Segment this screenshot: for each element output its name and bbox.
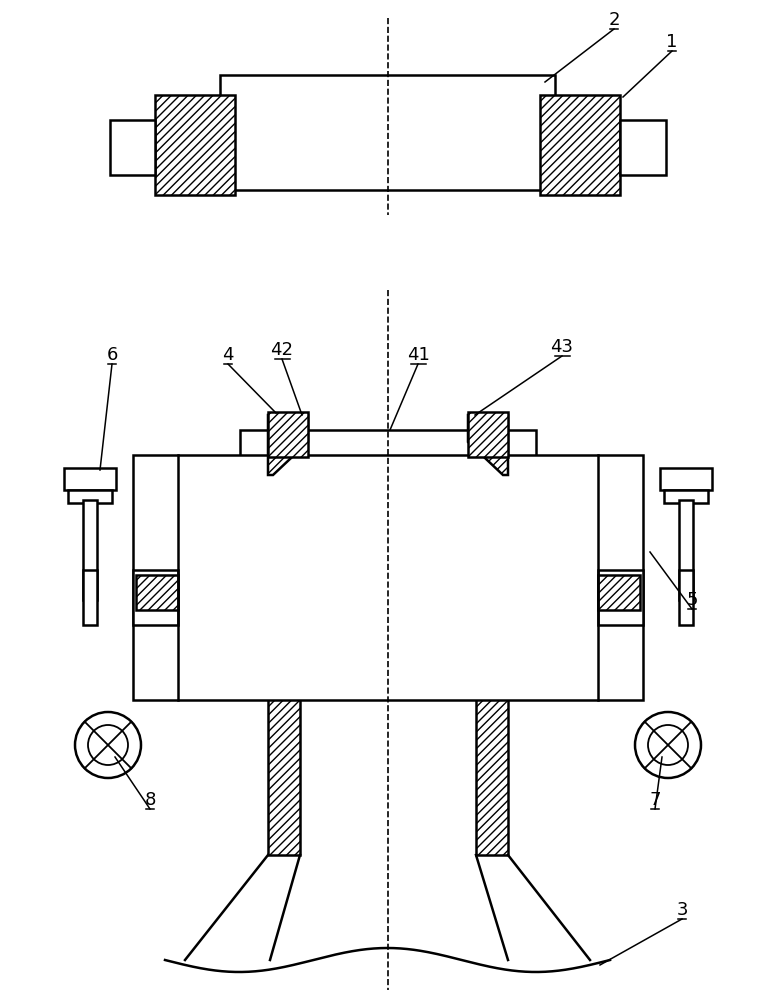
Bar [268,458,300,855]
Circle shape [648,725,688,765]
Text: 42: 42 [271,341,293,359]
Bar [110,120,155,175]
Bar [133,455,643,700]
Bar [136,575,178,610]
Circle shape [75,712,141,778]
Bar [468,412,508,457]
Text: 43: 43 [550,338,573,356]
Bar [83,500,97,600]
Text: 4: 4 [222,346,234,364]
Bar [155,95,235,195]
Bar [240,430,536,458]
Bar [540,95,620,195]
Text: 1: 1 [667,33,677,51]
Bar [598,570,643,625]
Bar [0,215,776,290]
Text: 8: 8 [144,791,156,809]
Bar [664,490,708,503]
Text: 5: 5 [686,591,698,609]
Bar [64,468,116,490]
Bar [68,490,112,503]
Text: 41: 41 [407,346,429,364]
Bar [133,570,178,625]
Text: 3: 3 [676,901,688,919]
Bar [220,75,555,190]
Bar [598,575,640,610]
Circle shape [88,725,128,765]
Text: 7: 7 [650,791,660,809]
Bar [268,412,308,457]
Circle shape [635,712,701,778]
Text: 2: 2 [608,11,620,29]
Bar [83,570,97,625]
Polygon shape [268,415,308,475]
Text: 6: 6 [106,346,118,364]
Bar [679,570,693,625]
Bar [476,458,508,855]
Bar [660,468,712,490]
Polygon shape [468,415,508,475]
Bar [620,120,666,175]
Bar [679,500,693,600]
